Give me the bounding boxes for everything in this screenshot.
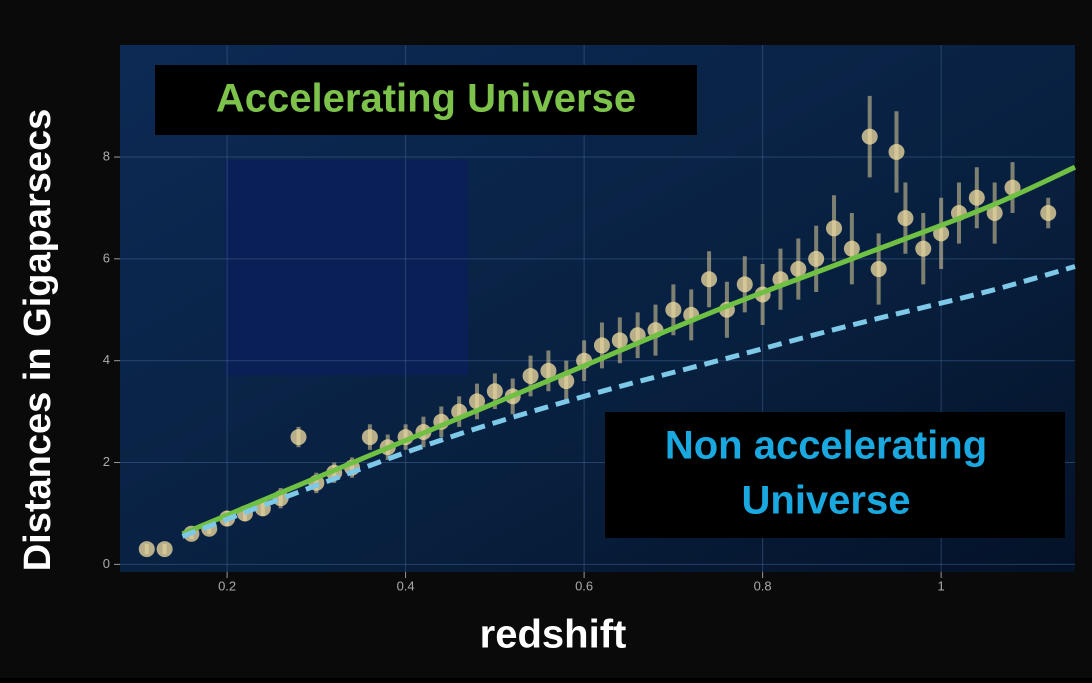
- y-tick-label: 4: [103, 352, 110, 367]
- data-point: [969, 190, 985, 206]
- data-point: [888, 144, 904, 160]
- data-point: [157, 541, 173, 557]
- data-point: [1040, 205, 1056, 221]
- annotation: Universe: [742, 479, 911, 523]
- x-tick-label: 0.6: [575, 578, 593, 593]
- data-point: [362, 429, 378, 445]
- y-axis-label: Distances in Gigaparsecs: [17, 109, 59, 572]
- annotation: Accelerating Universe: [216, 77, 636, 121]
- data-point: [291, 429, 307, 445]
- data-point: [915, 241, 931, 257]
- x-tick-label: 0.2: [218, 578, 236, 593]
- data-point: [737, 276, 753, 292]
- y-tick-label: 6: [103, 250, 110, 265]
- y-tick-label: 0: [103, 556, 110, 571]
- data-point: [487, 383, 503, 399]
- data-point: [862, 129, 878, 145]
- data-point: [871, 261, 887, 277]
- y-tick-label: 8: [103, 148, 110, 163]
- data-point: [139, 541, 155, 557]
- x-tick-label: 0.4: [397, 578, 415, 593]
- data-point: [826, 220, 842, 236]
- data-point: [523, 368, 539, 384]
- x-tick-label: 0.8: [754, 578, 772, 593]
- y-tick-label: 2: [103, 454, 110, 469]
- chart: 0.2 0.4 0.6 0.8 1 0 2 4 6 8 Accelerating Universe…: [0, 0, 1092, 678]
- panel: [225, 160, 468, 375]
- x-tick-label: 1: [938, 578, 945, 593]
- x-axis-label: redshift: [480, 613, 627, 657]
- data-point: [701, 271, 717, 287]
- page: {"chart_data": { "type": "scatter", "x_l…: [0, 0, 1092, 678]
- data-point: [897, 210, 913, 226]
- data-point: [594, 337, 610, 353]
- data-point: [808, 251, 824, 267]
- data-point: [665, 302, 681, 318]
- annotation: Non accelerating: [665, 424, 987, 468]
